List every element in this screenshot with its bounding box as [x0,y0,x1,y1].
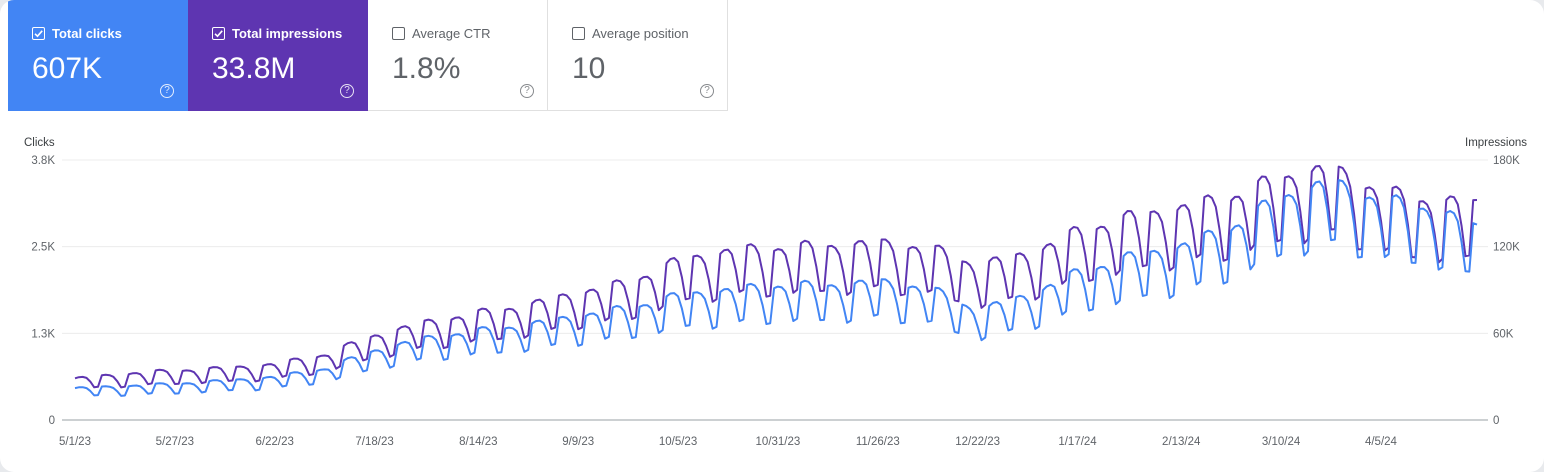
x-tick-label: 11/26/23 [856,436,900,448]
metric-tiles: Total clicks 607K ? Total impressions 33… [8,0,728,111]
metric-value: 10 [572,52,606,85]
x-tick-label: 8/14/23 [459,436,497,448]
x-tick-label: 6/22/23 [256,436,294,448]
x-tick-label: 5/1/23 [59,436,91,448]
average-ctr-tile[interactable]: Average CTR 1.8% ? [368,0,548,111]
total-clicks-tile[interactable]: Total clicks 607K ? [8,0,188,111]
metric-value: 1.8% [392,52,461,85]
help-icon[interactable]: ? [700,84,714,98]
checkbox-unchecked-icon[interactable] [392,27,405,40]
average-position-tile[interactable]: Average position 10 ? [548,0,728,111]
left-tick-label: 1.3K [31,328,55,340]
checkbox-checked-icon[interactable] [32,27,45,40]
x-tick-label: 12/22/23 [955,436,1000,448]
help-icon[interactable]: ? [160,84,174,98]
x-tick-label: 1/17/24 [1058,436,1097,448]
right-axis-title: Impressions [1465,137,1527,149]
metric-value: 607K [32,52,103,85]
left-tick-label: 0 [49,415,55,427]
right-tick-label: 0 [1493,415,1499,427]
right-tick-label: 60K [1493,328,1514,340]
impressions-series-line [74,165,1478,389]
left-tick-label: 2.5K [31,242,55,254]
checkbox-unchecked-icon[interactable] [572,27,585,40]
x-tick-label: 9/9/23 [562,436,594,448]
total-impressions-tile[interactable]: Total impressions 33.8M ? [188,0,368,111]
series-lines [74,165,1478,397]
x-tick-label: 3/10/24 [1262,436,1301,448]
performance-chart: Clicks Impressions 0 0 1.3K 60K 2.5K 120K 3.8K… [24,137,1527,448]
help-icon[interactable]: ? [520,84,534,98]
clicks-series-line [74,179,1478,397]
x-tick-label: 2/13/24 [1162,436,1201,448]
metric-label: Average position [592,26,689,41]
x-tick-label: 7/18/23 [355,436,393,448]
axis-labels: Clicks Impressions 0 0 1.3K 60K 2.5K 120K 3.8K… [24,137,1527,448]
checkbox-checked-icon[interactable] [212,27,225,40]
right-tick-label: 120K [1493,242,1520,254]
help-icon[interactable]: ? [340,84,354,98]
gridlines [62,159,1488,421]
x-tick-label: 5/27/23 [156,436,194,448]
x-tick-label: 10/31/23 [756,436,801,448]
metric-label: Average CTR [412,26,491,41]
metric-label: Total impressions [232,26,343,41]
left-tick-label: 3.8K [31,155,55,167]
metric-label: Total clicks [52,26,122,41]
left-axis-title: Clicks [24,137,55,149]
metric-value: 33.8M [212,52,296,85]
right-tick-label: 180K [1493,155,1520,167]
x-tick-label: 10/5/23 [659,436,697,448]
x-tick-label: 4/5/24 [1365,436,1398,448]
